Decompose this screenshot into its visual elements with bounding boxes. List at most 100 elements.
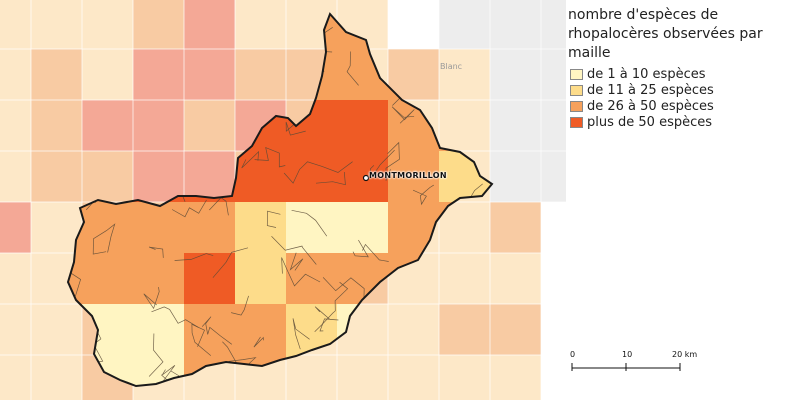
outside-grid-cell — [133, 49, 184, 100]
commune-boundary — [148, 246, 164, 258]
outside-grid-cell — [0, 0, 31, 49]
scale-bar-graphic — [571, 363, 681, 371]
legend-swatch — [570, 68, 583, 80]
territory-grid-cell — [184, 253, 235, 304]
scale-label-20: 20 km — [672, 350, 698, 359]
outside-grid-cell — [490, 304, 541, 355]
scale-bar: 0 10 20 km — [570, 350, 697, 374]
commune-boundary — [148, 333, 164, 377]
outside-grid-cell — [541, 151, 566, 202]
outside-grid-cell — [82, 49, 133, 100]
territory-grid-cell — [286, 202, 337, 253]
legend-label: plus de 50 espèces — [587, 114, 713, 130]
outside-grid-cell — [388, 355, 439, 400]
outside-grid-cell — [184, 0, 235, 49]
commune-boundary — [292, 318, 310, 350]
outside-grid-cell — [0, 100, 31, 151]
legend-item-class-3: de 26 à 50 espèces — [570, 98, 714, 114]
commune-boundary — [285, 121, 306, 136]
outside-grid-cell — [439, 304, 490, 355]
outside-grid-cell — [490, 100, 541, 151]
legend-item-class-1: de 1 à 10 espèces — [570, 66, 706, 82]
outside-grid-cell — [184, 49, 235, 100]
town-label-montmorillon: MONTMORILLON — [369, 171, 447, 180]
legend-swatch — [570, 100, 583, 112]
commune-boundary — [241, 150, 260, 169]
outside-grid-cell — [82, 0, 133, 49]
outside-grid-cell — [490, 202, 541, 253]
territory-grid-cell — [184, 202, 235, 253]
outside-grid-cell — [0, 253, 31, 304]
outside-grid-cell — [490, 355, 541, 400]
commune-boundary — [201, 316, 233, 345]
outside-grid-cell — [133, 100, 184, 151]
territory-outline — [66, 12, 494, 388]
outside-grid-cell — [541, 253, 566, 304]
commune-boundary — [254, 147, 286, 168]
outside-grid-cell — [31, 202, 82, 253]
outside-grid-cell — [31, 100, 82, 151]
outside-grid-cell — [541, 355, 566, 400]
commune-boundary — [281, 257, 321, 287]
territory-grid-cell — [82, 253, 133, 304]
outside-grid-cell — [388, 49, 439, 100]
legend-panel: nombre d'espèces de rhopalocères observé… — [566, 0, 792, 400]
outside-grid-cell — [337, 355, 388, 400]
grid-map — [0, 0, 566, 400]
legend-item-class-2: de 11 à 25 espèces — [570, 82, 714, 98]
territory-grid-cell — [286, 253, 337, 304]
commune-boundary — [370, 149, 395, 179]
outside-grid-cell — [133, 0, 184, 49]
outside-grid-cell — [0, 355, 31, 400]
commune-boundary — [151, 306, 199, 328]
legend-title: nombre d'espèces de rhopalocères observé… — [568, 7, 763, 61]
outside-grid-cell — [235, 0, 286, 49]
outside-grid-cell — [0, 304, 31, 355]
commune-boundary — [92, 223, 116, 255]
commune-boundary — [253, 336, 264, 348]
outside-grid-cell — [388, 304, 439, 355]
commune-boundary — [68, 258, 82, 297]
outside-grid-cell — [286, 355, 337, 400]
outside-grid-cell — [490, 49, 541, 100]
territory-grid-cell — [337, 100, 388, 151]
commune-boundary — [266, 210, 281, 228]
outside-grid-cell — [184, 151, 235, 202]
scale-label-0: 0 — [570, 350, 576, 359]
outside-grid-cell — [490, 253, 541, 304]
outside-grid-cell — [184, 100, 235, 151]
territory-grid-cell — [388, 151, 439, 202]
commune-boundary — [212, 247, 249, 278]
territory-grid-cell — [133, 304, 184, 355]
legend-label: de 26 à 50 espèces — [587, 98, 714, 114]
outside-grid-cell — [541, 304, 566, 355]
outside-grid-cell — [31, 151, 82, 202]
commune-boundary — [362, 243, 389, 262]
outside-grid-cell — [388, 0, 439, 49]
commune-boundary — [322, 277, 365, 304]
territory-grid-cell — [235, 202, 286, 253]
outside-grid-cell — [0, 202, 31, 253]
commune-boundary — [412, 184, 434, 206]
outside-grid-cell — [31, 355, 82, 400]
territory-grid-cell — [235, 304, 286, 355]
map-panel[interactable]: Blanc MONTMORILLON — [0, 0, 566, 400]
legend-item-class-4: plus de 50 espèces — [570, 114, 712, 130]
outside-grid-cell — [0, 49, 31, 100]
commune-boundary — [283, 161, 353, 184]
montmorillon-marker — [362, 174, 370, 182]
outside-grid-cell — [82, 100, 133, 151]
commune-boundary — [385, 141, 400, 181]
commune-boundary — [391, 106, 415, 124]
territory-grid-cell — [133, 253, 184, 304]
legend-label: de 11 à 25 espèces — [587, 82, 714, 98]
territory-grid-cell — [133, 202, 184, 253]
commune-boundary — [289, 252, 304, 271]
outside-grid-cell — [235, 49, 286, 100]
territory-grid-cell — [286, 151, 337, 202]
legend-label: de 1 à 10 espèces — [587, 66, 706, 82]
territory-grid-cell — [337, 151, 388, 202]
scale-label-10: 10 — [622, 350, 633, 359]
territory-grid-cell — [82, 202, 133, 253]
commune-boundary — [231, 295, 249, 316]
